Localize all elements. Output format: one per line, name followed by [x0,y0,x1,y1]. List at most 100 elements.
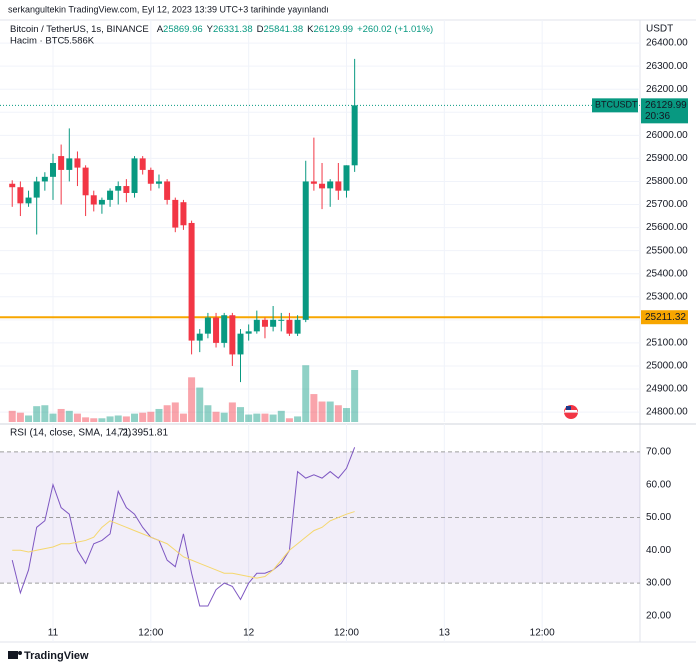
candle-body [115,186,122,191]
candle-body [172,199,179,228]
candle-body [294,319,301,334]
candle-body [286,319,293,334]
last-price-bg [641,98,688,124]
candle-body [180,202,187,226]
candle-body [253,319,260,332]
hline-label-bg [641,310,688,325]
volume-bar [269,414,277,422]
volume-bar [41,405,49,422]
sma-value: 51.81 [143,428,168,439]
candle-body [58,156,65,170]
y-tick-label: 25600.00 [646,222,688,233]
currency: USDT [646,24,673,35]
rsi-title: RSI (14, close, SMA, 14, 2) [10,428,131,439]
change: +260.02 (+1.01%) [357,24,433,35]
volume-bar [342,408,350,422]
ohlc-letter: A [157,24,164,35]
rsi-line [11,447,356,607]
candle-body [261,319,268,327]
volume-bar [277,410,285,422]
y-tick-label: 25800.00 [646,176,688,187]
countdown: 20:36 [645,111,670,122]
candle-body [25,197,32,204]
volume-bar [82,417,90,422]
candle-body [17,187,24,204]
volume-bar [220,412,228,422]
candle-body [204,317,211,334]
ohlc-value: 25869.96 [163,24,203,35]
volume-bar [253,413,261,422]
y-tick-label: 30.00 [646,578,671,589]
volume-bar [73,413,81,422]
candle-body [319,183,326,189]
x-tick-label: 12 [243,628,255,639]
volume-bar [228,402,236,422]
tv-logo [8,651,22,659]
candle-body [343,165,350,191]
candle-body [237,333,244,355]
volume-bar [65,410,73,422]
y-tick-label: 26200.00 [646,84,688,95]
candle-body [49,162,56,177]
y-tick-label: 60.00 [646,479,671,490]
volume-bar [171,402,179,422]
volume-bar [261,413,269,422]
volume-bar [163,405,171,422]
x-tick-label: 13 [439,628,451,639]
candle-body [90,195,97,205]
ohlc-value: 26129.99 [313,24,353,35]
volume-title: Hacim · BTC [10,36,65,47]
candle-body [213,317,220,343]
volume-bar [204,405,212,422]
x-tick-label: 12:00 [138,628,163,639]
volume-bar [310,394,318,422]
volume-bar [294,416,302,422]
candle-body [107,190,114,200]
volume-bar [196,387,204,422]
x-tick-label: 11 [48,628,59,639]
brand: TradingView [24,650,89,662]
volume-bar [285,418,293,422]
y-tick-label: 24900.00 [646,384,688,395]
candle-body [9,183,16,188]
hline-label: 25211.32 [645,312,686,323]
volume-bar [57,408,65,422]
volume-bar [302,365,310,422]
y-tick-label: 25000.00 [646,361,688,372]
candle-body [66,158,73,170]
volume-bar [179,413,187,422]
candle-body [155,181,162,184]
symbol-bg [592,98,638,113]
rsi-line [12,511,355,579]
candle-body [351,105,358,166]
y-tick-label: 20.00 [646,611,671,622]
last-price: 26129.99 [645,100,687,111]
volume-bar [326,401,334,422]
y-tick-label: 26000.00 [646,130,688,141]
candle-body [196,333,203,341]
candle-body [270,319,277,327]
candle-body [139,158,146,170]
y-tick-label: 26400.00 [646,38,688,49]
volume-value: 5.586K [64,36,95,47]
candle-body [188,222,195,341]
volume-bar [90,418,98,422]
volume-bar [155,408,163,422]
y-tick-label: 25900.00 [646,153,688,164]
ohlc-letter: Y [207,24,214,35]
y-tick-label: 25700.00 [646,199,688,210]
candle-body [221,315,228,343]
candle-body [147,169,154,184]
candle-body [164,181,171,200]
candle-body [33,181,40,198]
candle-body [41,176,48,182]
rsi-value: 71.39 [118,428,143,439]
volume-bar [139,412,147,422]
ohlc-value: 25841.38 [264,24,304,35]
volume-bar [334,405,342,422]
x-tick-label: 12:00 [530,628,555,639]
volume-bar [212,411,220,422]
volume-bar [237,407,245,422]
